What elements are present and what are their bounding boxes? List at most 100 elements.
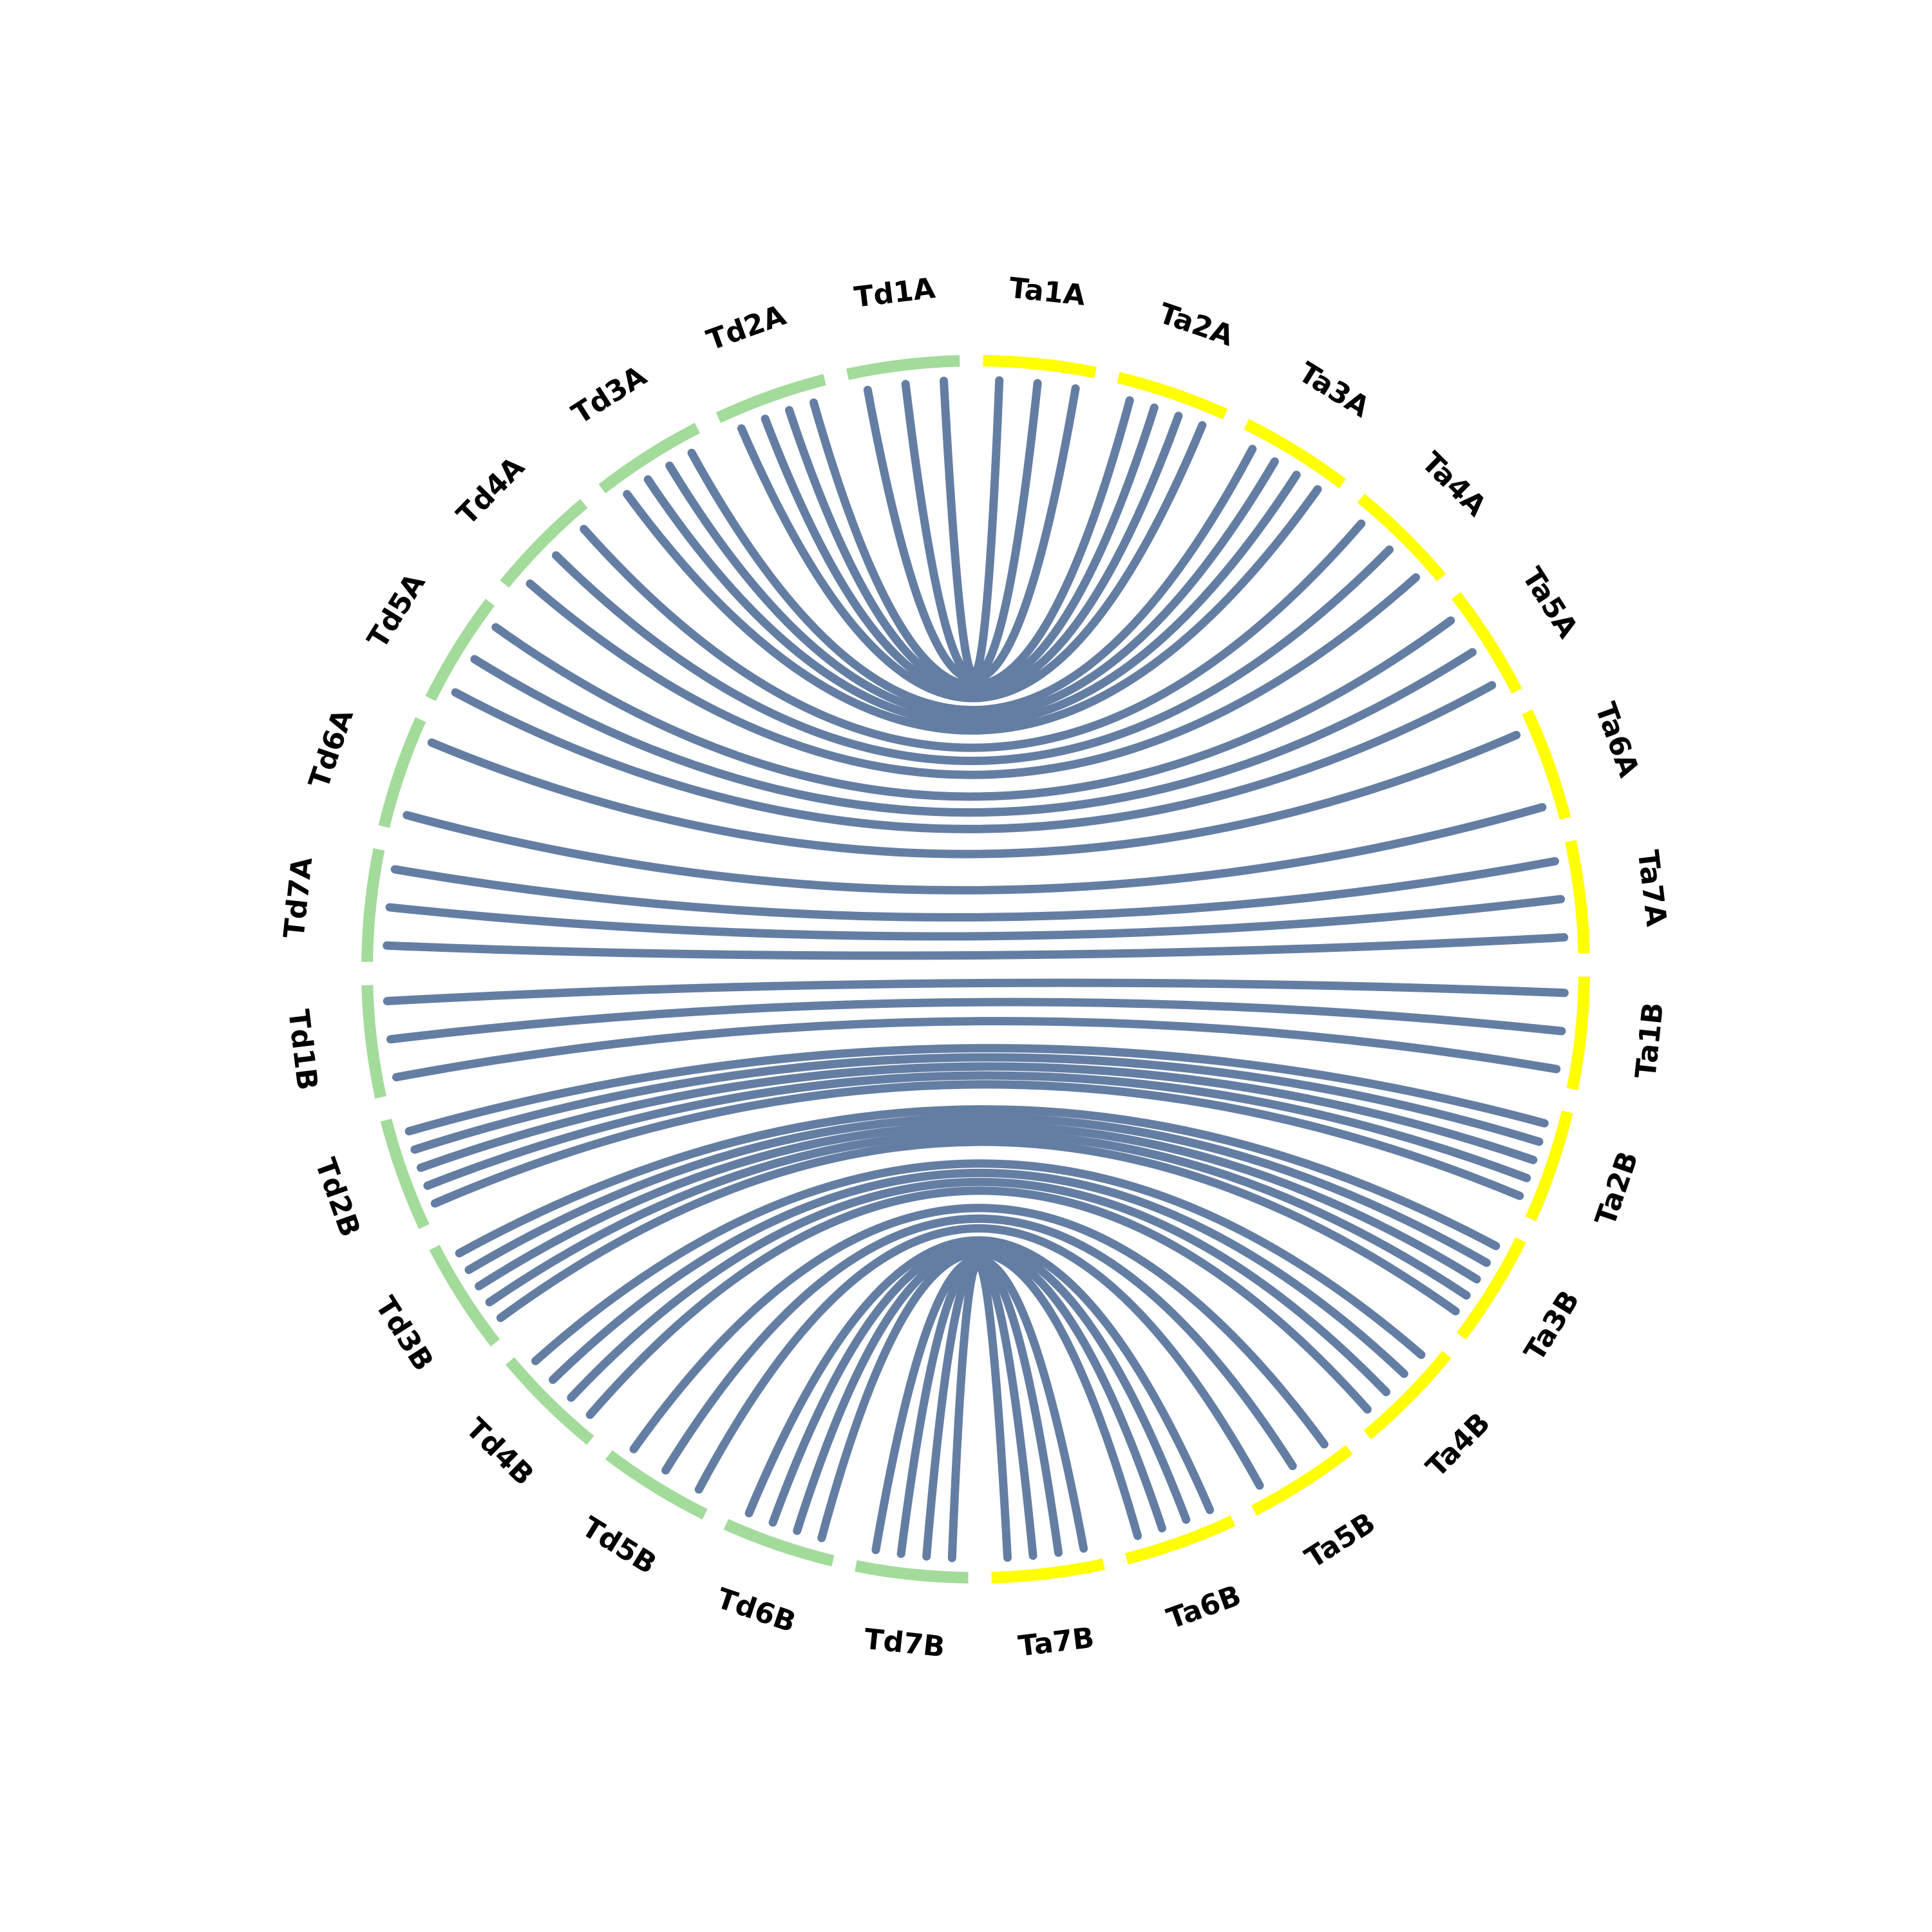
- chromosome-label: Ta2B: [1589, 1148, 1645, 1230]
- chromosome-label: Td2B: [308, 1154, 366, 1242]
- synteny-link: [694, 1224, 1264, 1494]
- synteny-link: [475, 1121, 1481, 1291]
- synteny-link: [567, 1178, 1390, 1402]
- synteny-link: [496, 1137, 1460, 1322]
- chromosome-segment: [500, 498, 588, 588]
- synteny-link: [549, 1168, 1408, 1384]
- chromosome-label: Ta6B: [1162, 1579, 1245, 1636]
- chromosome-label: Ta6A: [1589, 698, 1645, 781]
- chromosome-label: Ta7A: [1631, 848, 1673, 928]
- chromosome-label: Td1B: [281, 1008, 324, 1092]
- synteny-link: [768, 1240, 1191, 1527]
- chromosome-label: Ta5B: [1300, 1506, 1381, 1575]
- chromosome-segment: [1456, 1237, 1526, 1340]
- chromosome-segment: [1451, 592, 1522, 694]
- synteny-link: [404, 1044, 1549, 1136]
- chromosome-label: Td4A: [451, 451, 531, 532]
- synteny-link: [665, 457, 1279, 721]
- synteny-link: [643, 470, 1301, 728]
- chromosome-segment: [1363, 1350, 1452, 1440]
- chromosome-segment: [1357, 493, 1446, 582]
- synteny-link: [470, 648, 1477, 817]
- chromosome-segment: [380, 1119, 430, 1229]
- chromosome-label: Td6B: [713, 1582, 800, 1639]
- synteny-link: [687, 444, 1257, 714]
- chromosome-segment: [361, 848, 385, 962]
- synteny-link: [761, 412, 1183, 698]
- chromosome-segment: [715, 374, 826, 423]
- chromosome-segment: [983, 355, 1097, 379]
- synteny-link: [629, 1204, 1329, 1454]
- chromosome-label: Ta2A: [1155, 297, 1238, 353]
- chromosome-segment: [429, 1245, 500, 1347]
- synteny-link: [871, 1255, 1088, 1555]
- synteny-link: [410, 1053, 1544, 1154]
- synteny-link: [455, 1105, 1501, 1258]
- synteny-link: [623, 485, 1322, 735]
- chromosome-label: Ta1B: [1629, 1001, 1670, 1080]
- chromosome-label: Td7A: [278, 856, 319, 940]
- synteny-link: [485, 1130, 1471, 1307]
- chromosome-label: Ta4B: [1420, 1406, 1497, 1484]
- chromosome-segment: [991, 1558, 1105, 1584]
- synteny-link: [491, 616, 1455, 801]
- synteny-link: [744, 1236, 1215, 1518]
- synteny-link: [390, 857, 1560, 922]
- synteny-link: [737, 421, 1207, 703]
- synteny-link: [793, 1245, 1166, 1535]
- synteny-link: [402, 802, 1547, 895]
- synteny-link: [863, 384, 1080, 683]
- chromosome-segment: [361, 985, 386, 1099]
- synteny-link: [526, 573, 1420, 779]
- chromosome-label: Td2A: [703, 299, 790, 357]
- chromosome-label: Ta3A: [1293, 356, 1375, 424]
- chromosome-segment: [1251, 1444, 1353, 1516]
- synteny-link: [940, 376, 1004, 679]
- chromosome-label: Td7B: [862, 1623, 946, 1664]
- synteny-link: [383, 933, 1569, 960]
- chromosome-label: Td5B: [576, 1510, 662, 1580]
- synteny-link: [531, 1159, 1426, 1365]
- chromosome-segment: [378, 717, 426, 828]
- chromosome-segment: [1525, 1110, 1573, 1222]
- chromosome-segment: [723, 1519, 835, 1567]
- chromosome-segment: [1566, 976, 1590, 1090]
- synteny-link: [385, 895, 1566, 941]
- synteny-link: [580, 519, 1366, 752]
- chromosome-label: Ta5A: [1515, 562, 1584, 643]
- synteny-link: [585, 1186, 1372, 1419]
- chromosome-label: Td6A: [303, 705, 360, 793]
- chromosome-segment: [1244, 419, 1347, 489]
- synteny-link: [551, 545, 1394, 765]
- chromosome-segment: [505, 1357, 594, 1445]
- synteny-link: [386, 998, 1566, 1044]
- synteny-link: [661, 1214, 1297, 1475]
- chromosome-label: Ta4A: [1415, 446, 1492, 523]
- chromosome-label: Td5A: [361, 568, 432, 654]
- synteny-link: [430, 1080, 1524, 1208]
- links: [383, 376, 1569, 1562]
- synteny-link: [423, 1071, 1531, 1190]
- synteny-link: [383, 978, 1569, 1005]
- synteny-link: [416, 1062, 1538, 1172]
- chromosome-label: Ta3B: [1518, 1285, 1586, 1367]
- chromosome-segment: [598, 422, 700, 494]
- chromosome-segment: [846, 355, 960, 380]
- synteny-link: [896, 1257, 1063, 1558]
- synteny-link: [392, 1017, 1561, 1082]
- synteny-link: [451, 681, 1497, 833]
- chromosome-segment: [1565, 840, 1590, 954]
- synteny-link: [785, 403, 1159, 694]
- chromosome-segment: [1117, 372, 1228, 420]
- chromosome-label: Ta7B: [1016, 1622, 1095, 1663]
- chromosome-segment: [1125, 1515, 1236, 1565]
- chromosome-label: Td3A: [566, 359, 652, 431]
- chromosome-segment: [855, 1560, 969, 1584]
- chromosome-segment: [425, 598, 495, 701]
- chromosome-segment: [605, 1450, 708, 1520]
- synteny-link: [427, 730, 1521, 858]
- chromosome-label: Td4B: [459, 1412, 540, 1492]
- chromosome-label: Ta1A: [1007, 272, 1086, 312]
